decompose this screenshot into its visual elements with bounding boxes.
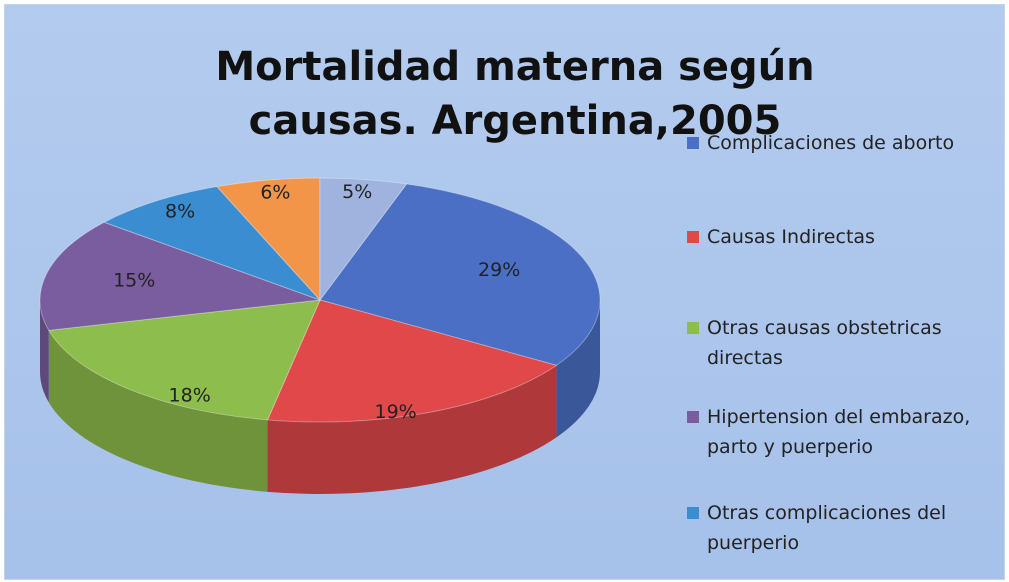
legend-swatch xyxy=(687,137,699,149)
pie-side xyxy=(267,365,557,494)
legend-label: Complicaciones de aborto xyxy=(707,132,955,154)
pie-slice xyxy=(39,221,321,331)
legend-entry: Hipertension del embarazo, parto y puerp… xyxy=(683,402,1007,462)
pie-slice xyxy=(103,186,321,301)
data-label: 8% xyxy=(165,200,195,222)
legend-entry: Otras causas obstetricas directas xyxy=(683,313,1007,373)
pie-slice xyxy=(215,177,321,302)
data-label: 6% xyxy=(260,182,290,204)
data-label: 15% xyxy=(113,269,155,291)
legend-entry: Causas Indirectas xyxy=(683,222,1007,252)
pie-side xyxy=(40,300,49,403)
legend-label: Causas Indirectas xyxy=(707,226,875,248)
data-label: 18% xyxy=(169,384,211,406)
pie-side xyxy=(556,300,600,438)
pie-slice xyxy=(47,299,321,421)
legend-swatch xyxy=(687,507,699,519)
chart-title: Mortalidad materna según causas. Argenti… xyxy=(215,44,815,144)
legend-entry: Otras complicaciones del puerperio xyxy=(683,498,1007,558)
legend-label: Otras causas obstetricas directas xyxy=(707,317,942,369)
legend-swatch xyxy=(687,322,699,334)
pie-slice xyxy=(266,299,558,423)
legend-entry: Complicaciones de aborto xyxy=(683,128,1007,158)
legend-label: Otras complicaciones del puerperio xyxy=(707,502,947,554)
pie-slice xyxy=(319,183,601,366)
legend-label: Hipertension del embarazo, parto y puerp… xyxy=(707,406,971,458)
data-label: 29% xyxy=(478,259,520,281)
pie-slice xyxy=(319,177,408,302)
data-label: 19% xyxy=(374,401,416,423)
pie-side xyxy=(48,330,268,492)
legend-swatch xyxy=(687,231,699,243)
legend-swatch xyxy=(687,411,699,423)
data-label: 5% xyxy=(342,181,372,203)
